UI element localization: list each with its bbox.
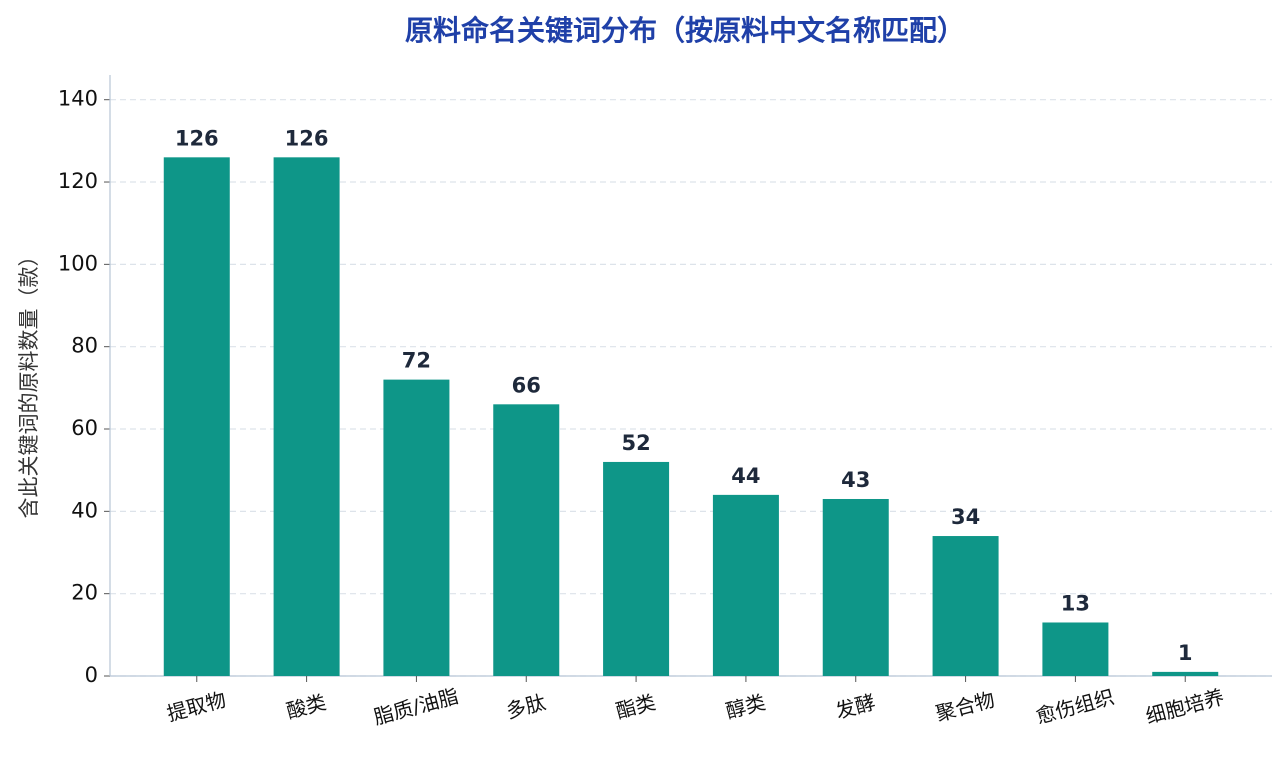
bar [1152,671,1219,676]
x-tick-label: 提取物 [164,687,228,726]
value-label: 66 [512,373,541,397]
bar [383,379,450,676]
x-tick-label: 脂质/油脂 [371,684,461,730]
y-tick-label: 140 [58,87,98,111]
x-tick-label: 酯类 [613,690,658,724]
value-label: 52 [621,431,650,455]
y-tick-label: 20 [71,581,98,605]
bar [822,498,889,676]
value-label: 72 [402,349,431,373]
x-tick-label: 愈伤组织 [1033,685,1116,729]
y-tick-label: 0 [85,663,98,687]
x-tick-label: 酸类 [284,690,329,724]
y-tick-label: 120 [58,169,98,193]
y-tick-label: 40 [71,498,98,522]
bar [1042,622,1109,676]
x-tick-label: 细胞培养 [1143,685,1226,729]
value-label: 44 [731,464,760,488]
chart-title: 原料命名关键词分布（按原料中文名称匹配） [405,14,965,47]
bar [273,157,340,677]
x-tick-label: 多肽 [503,690,548,724]
value-label: 1 [1178,641,1193,665]
bar [493,404,560,676]
y-axis-label: 含此关键词的原料数量（款） [17,246,41,519]
value-label: 43 [841,468,870,492]
value-label: 126 [175,126,219,150]
value-label: 126 [285,126,329,150]
bar [163,157,230,677]
bar [603,461,670,676]
y-tick-label: 80 [71,334,98,358]
value-label: 34 [951,505,980,529]
x-tick-label: 醇类 [723,690,768,724]
y-tick-label: 60 [71,416,98,440]
bar [932,536,999,676]
x-tick-label: 发酵 [833,690,878,724]
x-tick-label: 聚合物 [933,687,997,726]
y-tick-label: 100 [58,251,98,275]
bar [712,494,779,676]
value-label: 13 [1061,591,1090,615]
